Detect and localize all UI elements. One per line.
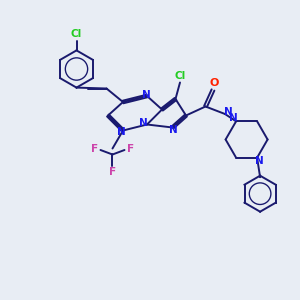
Text: N: N xyxy=(255,156,264,166)
Text: N: N xyxy=(139,118,148,128)
Text: N: N xyxy=(169,125,178,135)
Text: N: N xyxy=(142,89,151,100)
Text: O: O xyxy=(210,78,219,88)
Text: Cl: Cl xyxy=(70,29,82,39)
Text: N: N xyxy=(224,106,233,117)
Text: N: N xyxy=(229,113,238,123)
Text: F: F xyxy=(109,167,116,177)
Text: F: F xyxy=(91,144,98,154)
Text: N: N xyxy=(117,127,126,137)
Text: F: F xyxy=(127,144,134,154)
Text: Cl: Cl xyxy=(175,71,186,81)
